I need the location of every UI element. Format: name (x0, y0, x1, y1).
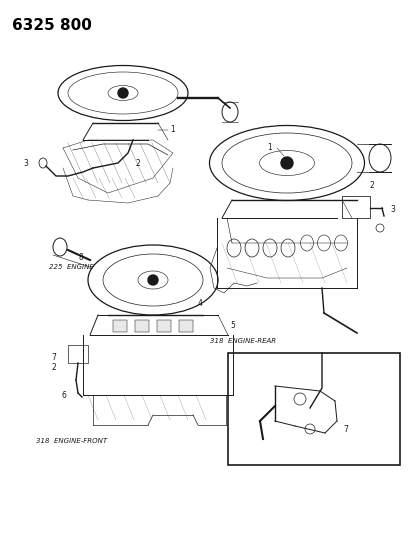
Ellipse shape (222, 102, 238, 122)
Text: 6325 800: 6325 800 (12, 18, 92, 33)
Bar (157, 320, 171, 332)
Bar (179, 320, 193, 332)
Ellipse shape (317, 235, 330, 251)
Text: 8: 8 (78, 253, 83, 262)
Ellipse shape (263, 239, 277, 257)
Text: 3: 3 (23, 158, 28, 167)
Text: 1: 1 (170, 125, 175, 134)
Text: 2: 2 (370, 182, 375, 190)
Text: 6: 6 (61, 391, 66, 400)
Ellipse shape (245, 239, 259, 257)
Text: 2: 2 (51, 362, 56, 372)
Bar (342, 196, 370, 218)
Circle shape (118, 88, 128, 98)
Bar (68, 345, 88, 363)
Ellipse shape (227, 239, 241, 257)
Text: 318  ENGINE-FRONT: 318 ENGINE-FRONT (36, 438, 107, 444)
Text: 225  ENGINE: 225 ENGINE (49, 264, 94, 270)
Bar (135, 320, 149, 332)
Ellipse shape (281, 239, 295, 257)
Text: 7: 7 (51, 352, 56, 361)
Text: 7: 7 (343, 424, 348, 433)
Ellipse shape (369, 144, 391, 172)
Text: 2: 2 (136, 158, 141, 167)
Bar (113, 320, 127, 332)
Text: 4: 4 (198, 298, 203, 308)
Text: 1: 1 (267, 143, 272, 152)
Ellipse shape (335, 235, 348, 251)
Ellipse shape (301, 235, 313, 251)
Circle shape (281, 157, 293, 169)
Ellipse shape (53, 238, 67, 256)
Text: 318  ENGINE-REAR: 318 ENGINE-REAR (210, 338, 276, 344)
Text: 3: 3 (390, 206, 395, 214)
Circle shape (148, 275, 158, 285)
Text: 5: 5 (230, 320, 235, 329)
Bar (228, 353, 400, 465)
